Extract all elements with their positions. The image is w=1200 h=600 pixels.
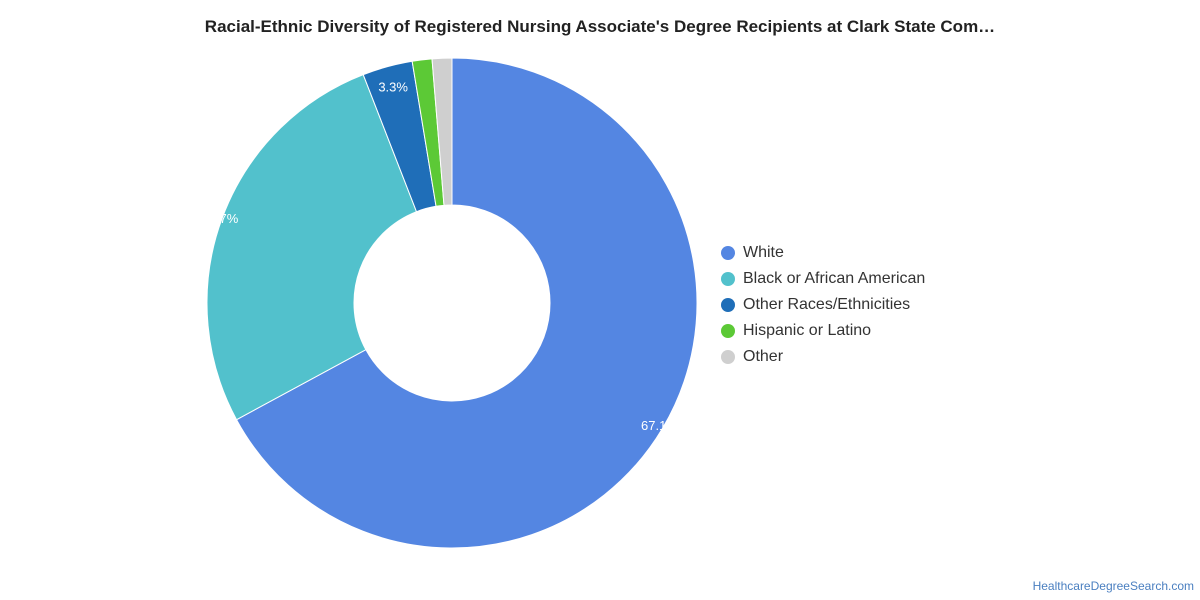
legend-item-black-or-african-american[interactable]: Black or African American xyxy=(721,266,925,292)
legend-label: Other Races/Ethnicities xyxy=(743,296,911,313)
slice-label-other-races-ethnicities: 3.3% xyxy=(378,79,408,94)
legend-swatch-icon xyxy=(721,324,735,338)
legend-swatch-icon xyxy=(721,298,735,312)
chart-legend: White Black or African American Other Race… xyxy=(721,240,925,370)
slice-other[interactable] xyxy=(431,57,453,206)
legend-item-white[interactable]: White xyxy=(721,240,925,266)
legend-item-other[interactable]: Other xyxy=(721,344,925,370)
slice-black-or-african-american[interactable] xyxy=(206,73,418,421)
legend-item-other-races-ethnicities[interactable]: Other Races/Ethnicities xyxy=(721,292,925,318)
legend-item-hispanic-or-latino[interactable]: Hispanic or Latino xyxy=(721,318,925,344)
legend-label: White xyxy=(743,244,784,261)
source-credit[interactable]: HealthcareDegreeSearch.com xyxy=(1032,579,1194,593)
chart-title: Racial-Ethnic Diversity of Registered Nu… xyxy=(204,17,996,36)
legend-label: Other xyxy=(743,348,784,365)
slice-label-white: 67.1% xyxy=(641,418,678,433)
legend-swatch-icon xyxy=(721,246,735,260)
slice-white[interactable] xyxy=(235,57,698,549)
slice-label-black-or-african-american: 27% xyxy=(212,211,238,226)
legend-swatch-icon xyxy=(721,350,735,364)
legend-swatch-icon xyxy=(721,272,735,286)
legend-label: Black or African American xyxy=(743,270,926,287)
legend-label: Hispanic or Latino xyxy=(743,322,872,339)
